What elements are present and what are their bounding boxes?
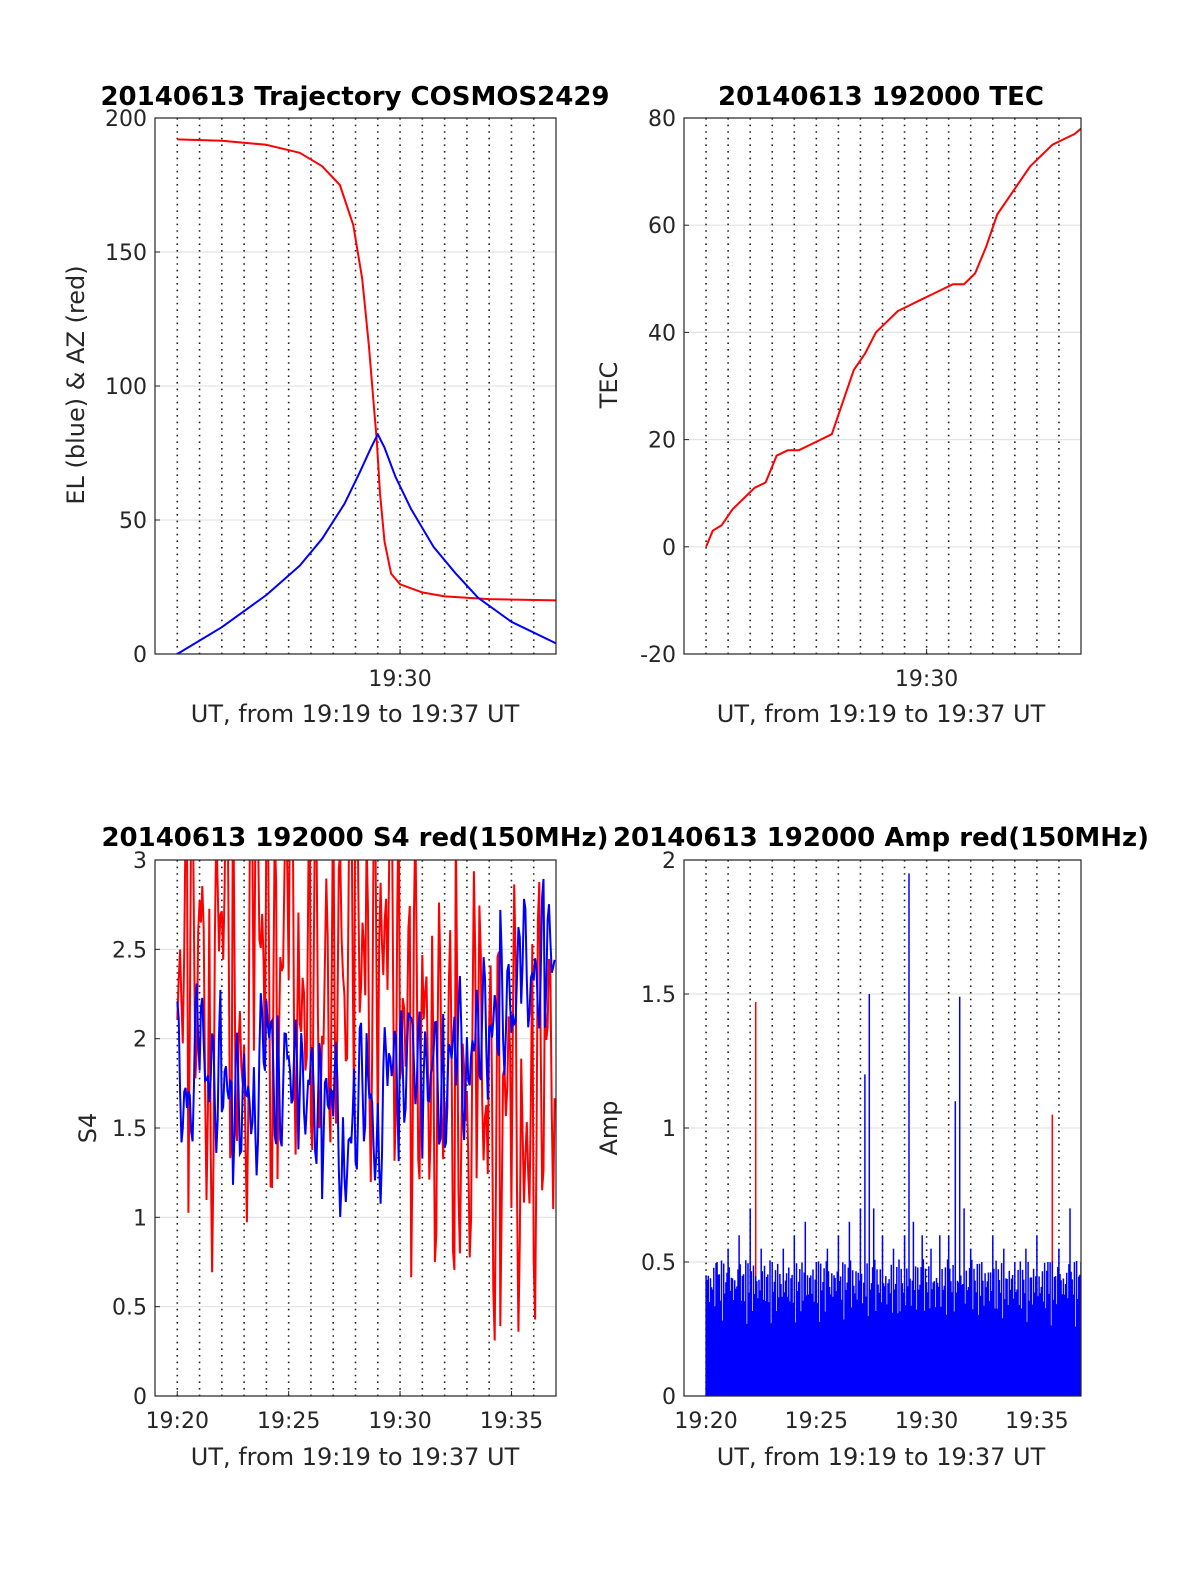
series-line (705, 873, 1081, 1396)
x-tick-label: 19:25 (785, 1409, 848, 1434)
y-tick-label: 1.5 (112, 1117, 147, 1142)
x-axis-label: UT, from 19:19 to 19:37 UT (717, 1443, 1046, 1471)
series-line (176, 433, 556, 654)
y-tick-label: 2 (662, 849, 676, 874)
plot-frame (154, 117, 557, 655)
plot-frame (683, 859, 1082, 1397)
chart-title: 20140613 192000 S4 red(150MHz) (101, 823, 608, 853)
y-tick-label: 0 (662, 536, 676, 561)
y-tick-label: 0.5 (641, 1251, 676, 1276)
trajectory-panel: 20140613 Trajectory COSMOS2429 UT, from … (62, 82, 610, 728)
y-tick-label: 40 (648, 321, 676, 346)
y-tick-label: 0 (662, 1385, 676, 1410)
x-tick-label: 19:35 (1005, 1409, 1068, 1434)
x-axis-label: UT, from 19:19 to 19:37 UT (191, 700, 520, 728)
series-line (176, 860, 556, 1341)
y-tick-label: 50 (119, 509, 147, 534)
s4-panel: 20140613 192000 S4 red(150MHz) UT, from … (74, 823, 609, 1471)
y-tick-label: 0.5 (112, 1296, 147, 1321)
x-tick-label: 19:35 (480, 1409, 543, 1434)
y-tick-label: 0 (133, 1385, 147, 1410)
y-tick-label: 200 (105, 107, 147, 132)
y-tick-label: 1.5 (641, 983, 676, 1008)
y-tick-label: 0 (133, 643, 147, 668)
y-tick-label: -20 (640, 643, 676, 668)
x-axis-label: UT, from 19:19 to 19:37 UT (717, 700, 1046, 728)
y-tick-label: 80 (648, 107, 676, 132)
amp-panel: 20140613 192000 Amp red(150MHz) UT, from… (595, 823, 1149, 1471)
y-axis-label: TEC (595, 362, 623, 410)
series-line (177, 138, 556, 602)
x-tick-label: 19:30 (895, 1409, 958, 1434)
y-tick-label: 3 (133, 849, 147, 874)
chart-title: 20140613 Trajectory COSMOS2429 (100, 82, 609, 112)
y-tick-label: 1 (662, 1117, 676, 1142)
y-axis-label: S4 (74, 1113, 102, 1144)
x-tick-label: 19:25 (257, 1409, 320, 1434)
x-tick-label: 19:30 (368, 1409, 431, 1434)
plot-frame (154, 859, 557, 1397)
y-tick-label: 1 (133, 1206, 147, 1231)
plot-frame (683, 117, 1082, 655)
y-tick-label: 100 (105, 375, 147, 400)
x-tick-label: 19:30 (368, 667, 431, 692)
y-axis-label: EL (blue) & AZ (red) (62, 265, 90, 504)
y-tick-label: 20 (648, 429, 676, 454)
chart-title: 20140613 192000 Amp red(150MHz) (613, 823, 1149, 853)
tec-panel: 20140613 192000 TEC UT, from 19:19 to 19… (595, 82, 1082, 728)
y-tick-label: 150 (105, 241, 147, 266)
chart-title: 20140613 192000 TEC (718, 82, 1044, 112)
y-axis-label: Amp (595, 1100, 623, 1155)
series-line (705, 127, 1081, 548)
x-tick-label: 19:20 (674, 1409, 737, 1434)
x-tick-label: 19:30 (895, 667, 958, 692)
y-tick-label: 2 (133, 1028, 147, 1053)
y-tick-label: 2.5 (112, 938, 147, 963)
x-tick-label: 19:20 (146, 1409, 209, 1434)
x-axis-label: UT, from 19:19 to 19:37 UT (191, 1443, 520, 1471)
y-tick-label: 60 (648, 214, 676, 239)
series-line (176, 878, 556, 1218)
